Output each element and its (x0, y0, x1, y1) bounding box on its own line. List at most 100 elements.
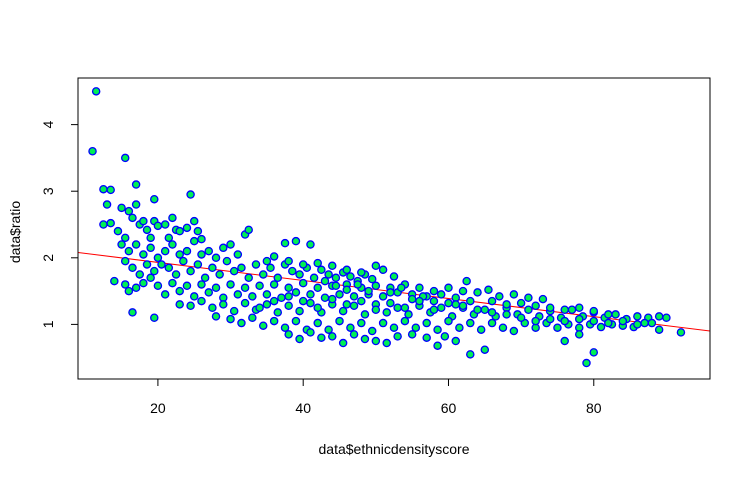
data-point (404, 310, 413, 319)
data-point (106, 185, 115, 195)
data-point (233, 290, 243, 299)
data-point (654, 325, 664, 334)
data-point (560, 336, 569, 346)
data-point (219, 243, 228, 253)
data-point (298, 260, 308, 269)
data-point (131, 180, 141, 189)
data-point (153, 281, 163, 291)
data-point (346, 323, 355, 332)
data-point (335, 290, 344, 299)
data-point (146, 243, 155, 253)
data-point (197, 234, 206, 244)
data-point (415, 283, 424, 293)
data-point (407, 330, 417, 339)
data-point (295, 306, 304, 316)
data-point (589, 348, 599, 357)
y-axis-label: data$ratio (7, 201, 23, 263)
data-point (553, 323, 562, 332)
data-point (251, 260, 261, 269)
axes: 20 40 60 80 1 2 3 4 (40, 77, 711, 416)
data-point (291, 316, 301, 326)
data-point (509, 326, 519, 336)
data-point (596, 322, 606, 332)
data-point (458, 301, 468, 310)
data-point (524, 305, 533, 314)
data-point (429, 296, 439, 306)
data-point (480, 305, 490, 314)
data-point (502, 300, 511, 309)
data-point (378, 292, 388, 301)
data-point (400, 303, 410, 312)
data-point (288, 266, 297, 276)
data-point (393, 303, 402, 312)
data-point (495, 292, 504, 301)
data-point (120, 233, 130, 243)
data-point (382, 308, 391, 317)
data-point (182, 223, 192, 233)
data-point (197, 250, 206, 259)
data-point (211, 253, 221, 263)
data-point (193, 226, 203, 236)
data-point (219, 300, 228, 309)
data-point (378, 318, 388, 328)
data-point (313, 258, 322, 268)
data-point (168, 213, 177, 223)
data-point (524, 293, 533, 303)
data-point (306, 240, 315, 249)
data-point (451, 300, 460, 309)
data-point (480, 345, 490, 354)
data-point (211, 312, 221, 321)
data-point (451, 336, 460, 346)
data-point (436, 303, 446, 312)
data-point (291, 236, 301, 246)
data-point (364, 286, 373, 296)
data-point (150, 266, 159, 276)
y-tick-label: 3 (40, 187, 56, 195)
data-point (229, 306, 239, 316)
data-point (389, 323, 399, 332)
data-point (498, 323, 508, 332)
y-tick-label: 2 (40, 254, 56, 262)
data-point (273, 273, 283, 283)
x-axis-label: data$ethnicdensityscore (319, 441, 470, 457)
data-point (466, 296, 475, 306)
data-point (324, 325, 333, 334)
data-point (306, 328, 315, 337)
data-point (124, 286, 134, 296)
data-point (124, 206, 134, 216)
data-point (298, 278, 308, 288)
data-point (258, 270, 268, 279)
data-point (222, 256, 232, 266)
data-point (640, 318, 649, 328)
data-point (487, 296, 497, 306)
data-point (153, 253, 163, 263)
x-tick-label: 20 (150, 400, 166, 416)
data-point (189, 216, 199, 226)
data-point (164, 263, 174, 273)
plot-area (78, 87, 710, 368)
data-point (367, 326, 377, 336)
data-point (160, 220, 170, 229)
data-point (357, 296, 366, 306)
data-point (484, 285, 493, 295)
data-point (269, 296, 279, 306)
data-point (531, 316, 540, 326)
data-point (153, 221, 163, 231)
data-point (273, 308, 283, 317)
data-point (335, 316, 344, 326)
x-tick-label: 80 (586, 400, 602, 416)
data-point (197, 280, 206, 289)
data-point (342, 285, 352, 295)
data-point (538, 294, 548, 304)
data-point (139, 216, 148, 226)
data-point (128, 263, 137, 273)
data-point (382, 338, 391, 348)
data-point (509, 290, 519, 299)
data-point (189, 292, 199, 301)
data-point (473, 288, 482, 297)
data-point (280, 323, 290, 332)
data-point (466, 350, 475, 359)
data-point (309, 273, 319, 283)
data-point (349, 301, 359, 310)
data-point (157, 260, 166, 269)
